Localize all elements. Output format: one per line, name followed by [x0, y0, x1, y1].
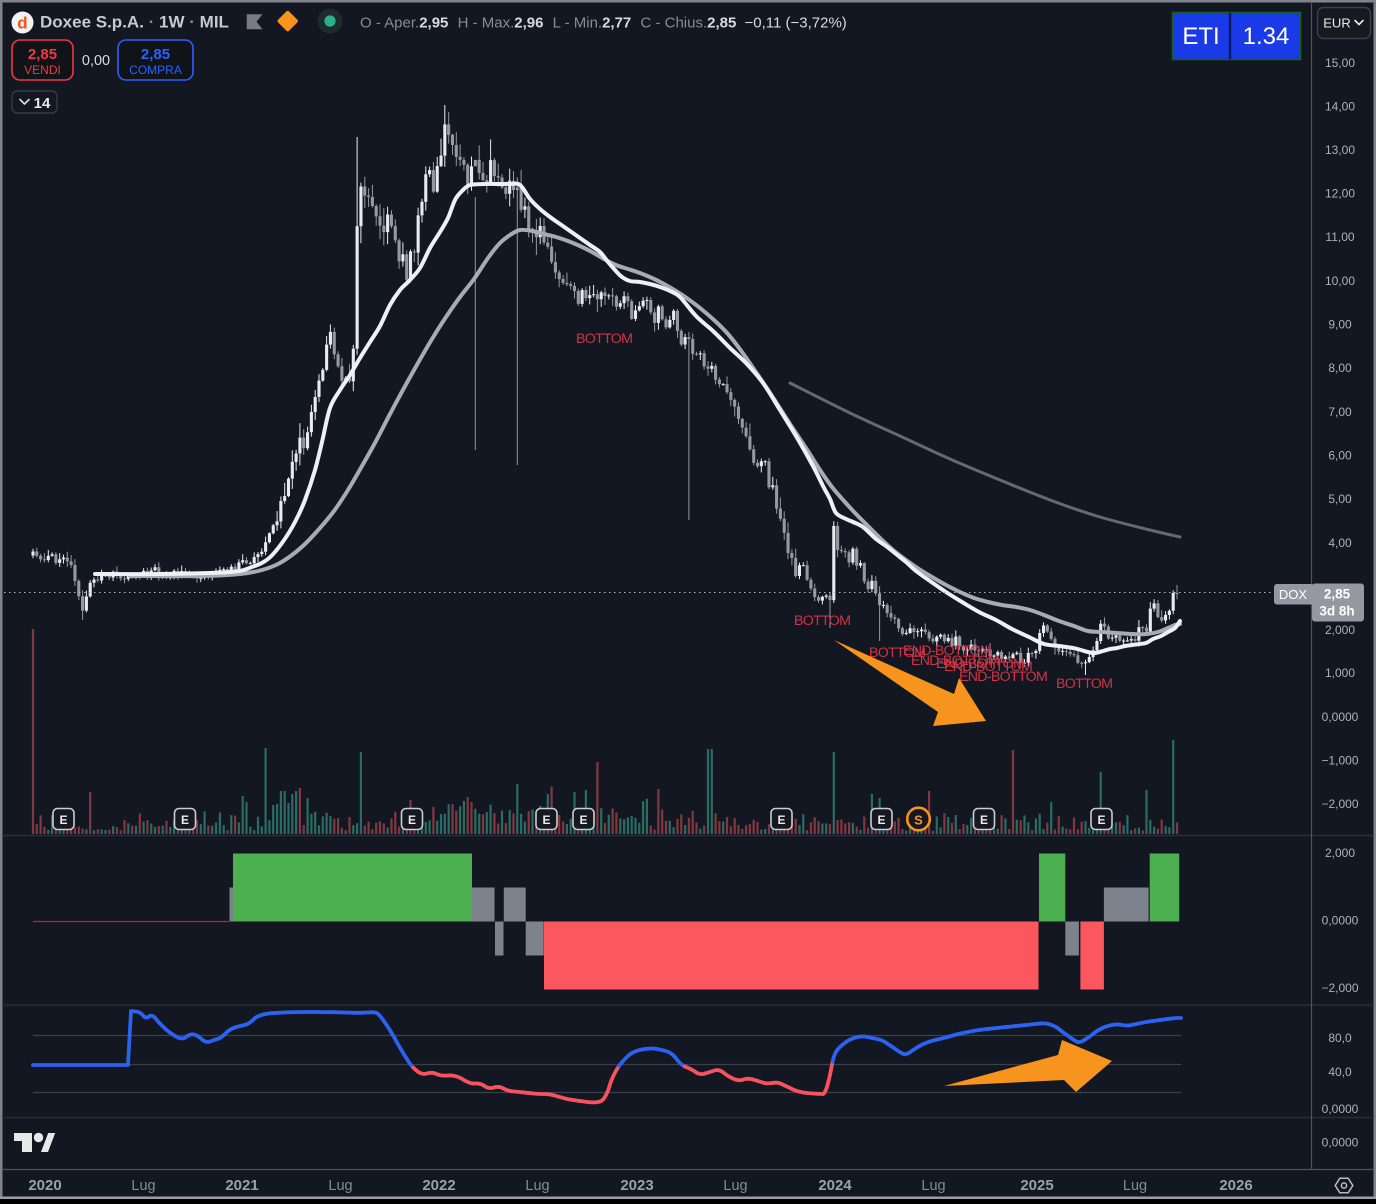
svg-text:E: E — [542, 813, 550, 827]
svg-text:−1,000: −1,000 — [1321, 754, 1358, 768]
svg-text:40,0: 40,0 — [1328, 1065, 1352, 1079]
svg-text:DOX: DOX — [1279, 587, 1308, 602]
svg-text:E: E — [877, 813, 885, 827]
svg-text:13,00: 13,00 — [1325, 143, 1355, 157]
svg-text:S: S — [914, 813, 923, 828]
svg-text:END-BOTTOM: END-BOTTOM — [936, 656, 1024, 672]
svg-text:0,00: 0,00 — [82, 53, 110, 69]
svg-text:Lug: Lug — [525, 1178, 549, 1194]
svg-text:ETI: ETI — [1182, 23, 1219, 50]
svg-text:10,00: 10,00 — [1325, 274, 1355, 288]
svg-text:E: E — [777, 813, 785, 827]
svg-text:8,00: 8,00 — [1328, 361, 1352, 375]
svg-text:2025: 2025 — [1020, 1177, 1053, 1194]
svg-text:14,00: 14,00 — [1325, 100, 1355, 114]
svg-text:4,00: 4,00 — [1328, 536, 1352, 550]
svg-text:14: 14 — [34, 95, 51, 112]
svg-text:80,0: 80,0 — [1328, 1031, 1352, 1045]
svg-text:12,00: 12,00 — [1325, 187, 1355, 201]
svg-text:Lug: Lug — [131, 1178, 155, 1194]
svg-text:0,0000: 0,0000 — [1322, 1102, 1359, 1116]
svg-text:Lug: Lug — [1123, 1178, 1147, 1194]
svg-text:5,00: 5,00 — [1328, 492, 1352, 506]
svg-text:2026: 2026 — [1219, 1177, 1252, 1194]
svg-text:2020: 2020 — [28, 1177, 61, 1194]
svg-text:Lug: Lug — [921, 1178, 945, 1194]
svg-text:E: E — [408, 813, 416, 827]
svg-text:2,85: 2,85 — [141, 46, 170, 63]
svg-text:2022: 2022 — [422, 1177, 455, 1194]
svg-text:1.34: 1.34 — [1243, 23, 1290, 50]
svg-text:0,0000: 0,0000 — [1322, 1136, 1359, 1150]
svg-text:END-BOTTOM: END-BOTTOM — [903, 643, 991, 659]
svg-text:2023: 2023 — [620, 1177, 653, 1194]
svg-text:0,0000: 0,0000 — [1322, 710, 1359, 724]
svg-text:E: E — [181, 813, 189, 827]
svg-text:END-BOTTOM: END-BOTTOM — [959, 669, 1047, 685]
svg-text:O - Aper.2,95 H - Max.2,96 L -: O - Aper.2,95 H - Max.2,96 L - Min.2,77 … — [360, 15, 847, 32]
svg-text:2021: 2021 — [225, 1177, 258, 1194]
svg-text:0,0000: 0,0000 — [1322, 914, 1359, 928]
svg-text:E: E — [579, 813, 587, 827]
svg-text:E: E — [980, 813, 988, 827]
svg-text:2,000: 2,000 — [1325, 623, 1355, 637]
svg-text:END-BOTTOM: END-BOTTOM — [911, 653, 999, 669]
svg-text:VENDI: VENDI — [24, 63, 61, 77]
svg-text:15,00: 15,00 — [1325, 56, 1355, 70]
svg-text:−2,000: −2,000 — [1321, 981, 1358, 995]
svg-text:9,00: 9,00 — [1328, 318, 1352, 332]
svg-text:2024: 2024 — [818, 1177, 852, 1194]
svg-text:2,000: 2,000 — [1325, 846, 1355, 860]
svg-text:−2,000: −2,000 — [1321, 797, 1358, 811]
svg-text:2,85: 2,85 — [28, 46, 57, 63]
svg-text:EUR: EUR — [1323, 16, 1350, 31]
svg-text:7,00: 7,00 — [1328, 405, 1352, 419]
svg-text:BOTTOM: BOTTOM — [1056, 676, 1112, 692]
svg-text:BOTTOM: BOTTOM — [576, 331, 632, 347]
svg-text:BOTTOM: BOTTOM — [794, 613, 850, 629]
svg-text:E: E — [1097, 813, 1105, 827]
svg-text:3d 8h: 3d 8h — [1319, 604, 1354, 619]
svg-text:6,00: 6,00 — [1328, 449, 1352, 463]
svg-text:COMPRA: COMPRA — [129, 63, 182, 77]
svg-text:Doxee S.p.A. · 1W · MIL: Doxee S.p.A. · 1W · MIL — [40, 13, 229, 32]
svg-text:2,85: 2,85 — [1324, 587, 1351, 602]
svg-text:BOTTOM: BOTTOM — [869, 645, 925, 661]
svg-text:11,00: 11,00 — [1325, 230, 1354, 244]
svg-text:Lug: Lug — [328, 1178, 352, 1194]
svg-text:d: d — [17, 14, 27, 33]
svg-text:E: E — [59, 813, 67, 827]
svg-text:Lug: Lug — [723, 1178, 747, 1194]
svg-text:END-BOTTOM: END-BOTTOM — [944, 659, 1032, 675]
svg-text:1,000: 1,000 — [1325, 666, 1355, 680]
